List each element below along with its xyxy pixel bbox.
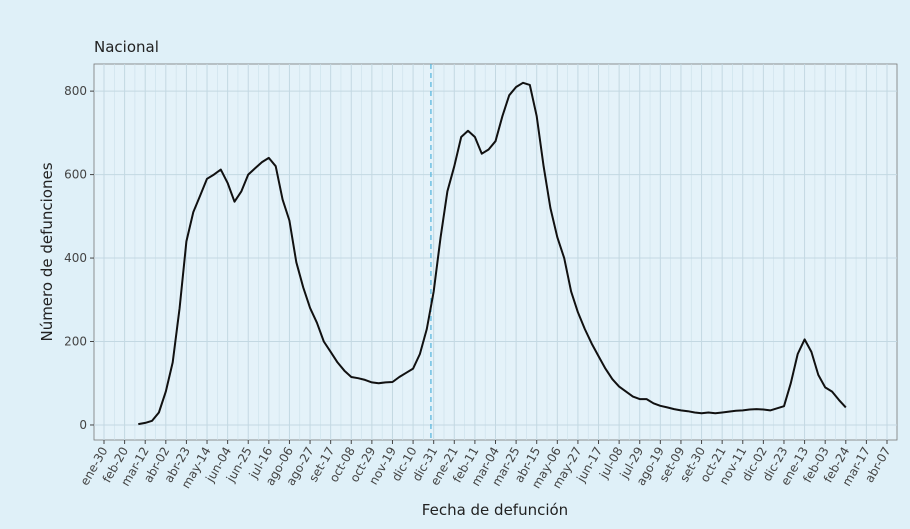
grid	[94, 64, 897, 440]
chart-title: Nacional	[94, 38, 159, 56]
y-tick-label: 400	[64, 251, 87, 265]
y-tick-label: 0	[79, 418, 87, 432]
y-tick-label: 600	[64, 168, 87, 182]
y-tick-label: 800	[64, 84, 87, 98]
y-tick-label: 200	[64, 335, 87, 349]
line	[138, 81, 847, 426]
marks	[138, 64, 847, 440]
x-axis-label: Fecha de defunción	[422, 501, 568, 519]
y-axis-label: Número de defunciones	[38, 162, 56, 341]
